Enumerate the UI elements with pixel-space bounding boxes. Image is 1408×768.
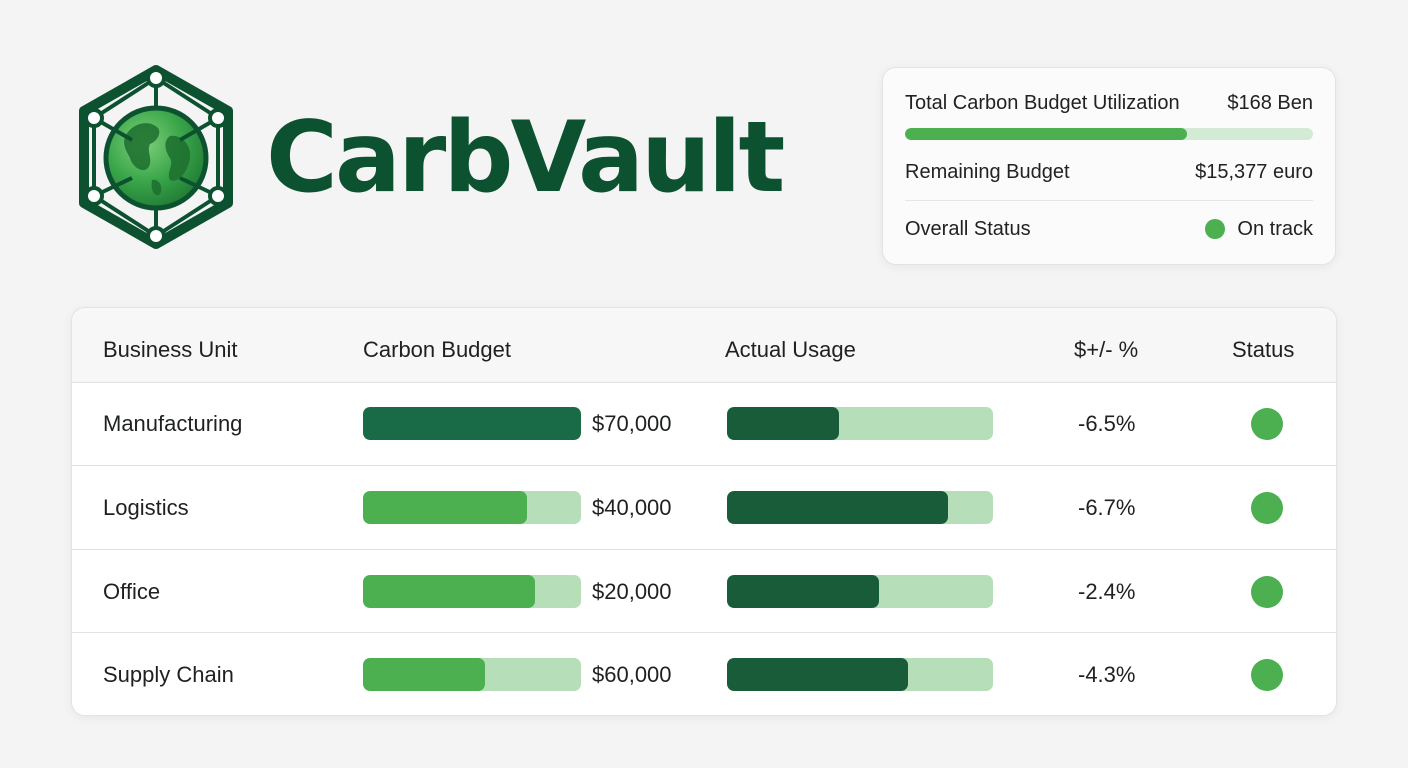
summary-divider (905, 200, 1313, 201)
status-dot-icon (1251, 492, 1283, 524)
actual-usage-bar (727, 657, 993, 691)
variance-value: -6.5% (1078, 411, 1136, 436)
actual-usage-bar (727, 407, 993, 440)
utilization-row: Total Carbon Budget Utilization $168 Ben (905, 90, 1313, 116)
table-header: Business Unit Carbon Budget Actual Usage… (72, 308, 1336, 383)
brand-name: CarbVault (266, 101, 785, 215)
table-row[interactable]: Supply Chain $60,000 -4.3% (72, 633, 1336, 715)
carbon-budget-bar (363, 407, 581, 440)
actual-usage-bar-fill (727, 657, 908, 691)
carbon-budget-bar (363, 657, 581, 691)
overall-status-row: Overall Status On track (905, 216, 1313, 242)
utilization-progress-bar (905, 128, 1313, 140)
actual-usage-bar-fill (727, 491, 948, 524)
utilization-value: $168 Ben (1227, 91, 1313, 114)
business-unit-name: Manufacturing (103, 411, 243, 436)
table-row[interactable]: Logistics $40,000 -6.7% (72, 466, 1336, 550)
overall-status-indicator: On track (1205, 218, 1313, 241)
table-row[interactable]: Manufacturing $70,000 -6.5% (72, 382, 1336, 466)
status-dot-icon (1251, 408, 1283, 440)
carbon-budget-amount: $20,000 (592, 578, 672, 604)
carbon-budget-bar-fill (363, 574, 536, 608)
status-dot-icon (1251, 575, 1283, 608)
business-unit-name: Office (103, 578, 161, 604)
carbon-budget-bar-fill (363, 491, 527, 524)
status-dot-icon (1205, 219, 1226, 239)
carbon-budget-amount: $60,000 (592, 661, 672, 687)
utilization-label: Total Carbon Budget Utilization (905, 91, 1180, 114)
overall-status-label: Overall Status (905, 217, 1031, 240)
carbon-budget-bar (363, 574, 581, 608)
carbon-budget-amount: $40,000 (592, 495, 672, 520)
column-header-status[interactable]: Status (1232, 337, 1295, 362)
variance-value: -4.3% (1078, 661, 1136, 687)
variance-value: -2.4% (1078, 578, 1136, 604)
remaining-budget-row: Remaining Budget $15,377 euro (905, 159, 1313, 185)
business-unit-name: Logistics (103, 495, 189, 520)
remaining-budget-value: $15,377 euro (1195, 160, 1313, 183)
column-header-variance[interactable]: $+/- % (1074, 337, 1139, 362)
carbon-budget-bar-fill (363, 657, 486, 691)
overall-status-value: On track (1237, 217, 1313, 240)
carbon-budget-amount: $70,000 (592, 411, 672, 436)
actual-usage-bar-fill (727, 574, 879, 608)
business-unit-name: Supply Chain (103, 661, 234, 687)
actual-usage-bar (727, 491, 993, 524)
carbon-budget-bar (363, 491, 581, 524)
remaining-budget-label: Remaining Budget (905, 160, 1070, 183)
business-unit-table: Business Unit Carbon Budget Actual Usage… (71, 307, 1337, 716)
column-header-business-unit[interactable]: Business Unit (103, 337, 238, 362)
budget-summary-card: Total Carbon Budget Utilization $168 Ben… (882, 67, 1336, 265)
column-header-carbon-budget[interactable]: Carbon Budget (363, 337, 511, 362)
table-row[interactable]: Office $20,000 -2.4% (72, 550, 1336, 633)
variance-value: -6.7% (1078, 495, 1136, 520)
column-header-actual-usage[interactable]: Actual Usage (725, 337, 856, 362)
status-dot-icon (1251, 658, 1283, 691)
globe-network-hexagon-icon (79, 65, 233, 249)
utilization-progress-fill (905, 128, 1187, 140)
actual-usage-bar-fill (727, 407, 839, 440)
actual-usage-bar (727, 574, 993, 608)
carbon-budget-bar-fill (363, 407, 581, 440)
